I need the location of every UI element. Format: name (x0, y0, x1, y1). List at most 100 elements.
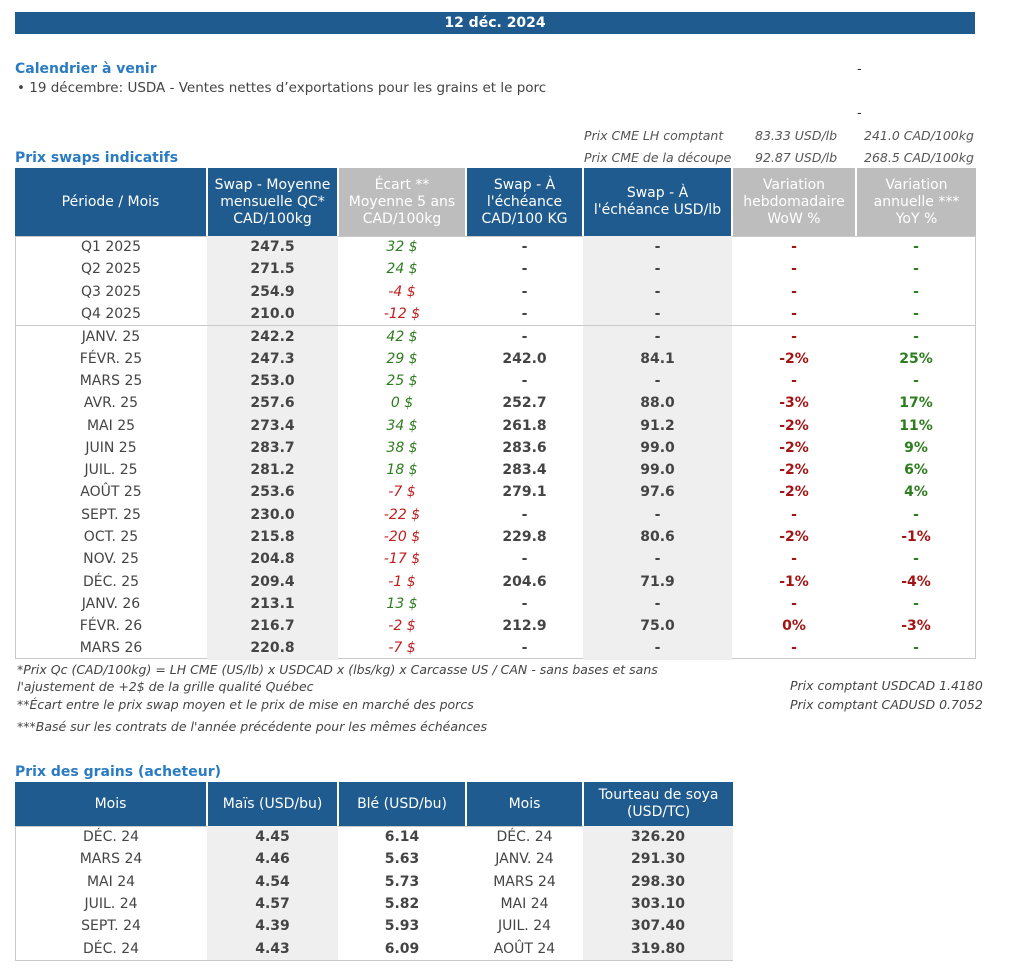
grains-table: Mois Maïs (USD/bu) Blé (USD/bu) Mois Tou… (15, 782, 733, 960)
swaps-row: Q2 2025 271.5 24 $ - - - - (15, 258, 976, 281)
swap-usd-cell: 99.0 (583, 458, 732, 482)
ecart-cell: 38 $ (386, 439, 418, 456)
mois-cell: DÉC. 24 (82, 829, 140, 846)
cme-cut-cad: 268.5 CAD/100kg (864, 150, 974, 165)
mois-2-cell: MARS 24 (493, 873, 556, 890)
swaps-row: Q4 2025 210.0 -12 $ - - - - (15, 302, 976, 326)
periode-cell: SEPT. 25 (81, 506, 141, 523)
mais-cell: 4.54 (207, 870, 338, 893)
swap-usd-cell: - (583, 548, 732, 571)
ecart-cell: 25 $ (386, 372, 418, 389)
mais-cell: 4.39 (207, 915, 338, 938)
swap-moyenne-cell: 230.0 (207, 503, 338, 526)
swap-cad-cell: 261.8 (502, 417, 547, 434)
swap-moyenne-cell: 271.5 (207, 258, 338, 281)
swap-cad-cell: 283.4 (502, 462, 547, 479)
col-header-yoy: Variation annuelle *** YoY % (856, 168, 976, 236)
yoy-cell: 25% (899, 350, 933, 367)
swap-moyenne-cell: 273.4 (207, 414, 338, 437)
yoy-cell: -3% (901, 618, 931, 635)
mois-2-cell: JANV. 24 (495, 851, 554, 868)
swap-cad-cell: - (521, 551, 528, 568)
swap-moyenne-cell: 283.7 (207, 436, 338, 459)
grains-row: SEPT. 24 4.39 5.93 JUIL. 24 307.40 (15, 915, 733, 938)
swaps-row: MARS 26 220.8 -7 $ - - - - (15, 637, 976, 660)
wow-cell: 0% (782, 618, 806, 635)
yoy-cell: -4% (901, 573, 931, 590)
swaps-row: MAI 25 273.4 34 $ 261.8 91.2 -2% 11% (15, 414, 976, 437)
swaps-row: JUIL. 25 281.2 18 $ 283.4 99.0 -2% 6% (15, 458, 976, 482)
yoy-cell: - (913, 261, 919, 278)
ecart-cell: -20 $ (383, 529, 421, 545)
yoy-cell: 6% (904, 462, 928, 479)
swap-usd-cell: - (583, 637, 732, 660)
periode-cell: FÉVR. 26 (79, 618, 143, 635)
fx-usdcad: Prix comptant USDCAD 1.4180 (790, 678, 983, 693)
yoy-cell: 9% (904, 439, 928, 456)
periode-cell: JUIN 25 (85, 439, 137, 456)
wow-cell: - (791, 305, 797, 322)
col-header-swap-usd: Swap - À l'échéance USD/lb (583, 168, 733, 236)
wow-cell: - (732, 324, 856, 348)
ecart-cell: 29 $ (386, 350, 418, 367)
grains-header-ble: Blé (USD/bu) (338, 782, 467, 826)
mais-cell: 4.43 (207, 937, 338, 960)
soya-cell: 298.30 (583, 870, 733, 893)
wow-cell: -2% (779, 529, 809, 545)
ecart-cell: 34 $ (386, 417, 418, 434)
mois-2-cell: MAI 24 (500, 896, 549, 913)
swap-usd-cell: - (583, 324, 732, 348)
yoy-cell: - (856, 324, 976, 348)
swap-usd-cell: 80.6 (583, 525, 732, 549)
periode-cell: DÉC. 25 (82, 573, 140, 590)
mois-2-cell: AOÛT 24 (493, 940, 556, 957)
ble-cell: 5.82 (384, 896, 420, 913)
cme-lh-label: Prix CME LH comptant (584, 128, 724, 143)
ecart-cell: 13 $ (386, 595, 418, 612)
wow-cell: - (791, 506, 797, 523)
yoy-cell: - (913, 506, 919, 523)
swaps-row: Q1 2025 247.5 32 $ - - - - (15, 236, 976, 259)
calendar-dash-1: - (857, 62, 862, 77)
swaps-row: OCT. 25 215.8 -20 $ 229.8 80.6 -2% -1% (15, 525, 976, 549)
swaps-row: JANV. 25 242.2 42 $ - - - - (15, 324, 976, 348)
wow-cell: -2% (779, 417, 809, 434)
grains-row: JUIL. 24 4.57 5.82 MAI 24 303.10 (15, 892, 733, 916)
periode-cell: Q4 2025 (80, 305, 141, 322)
grains-header-mois-2: Mois (466, 782, 584, 826)
periode-cell: JUIL. 25 (84, 462, 138, 479)
swap-usd-cell: 88.0 (583, 392, 732, 415)
mais-cell: 4.57 (207, 892, 338, 916)
swap-cad-cell: - (521, 305, 528, 322)
col-header-periode: Période / Mois (15, 168, 208, 236)
ecart-cell: -17 $ (383, 551, 421, 568)
periode-cell: OCT. 25 (83, 529, 139, 545)
swap-moyenne-cell: 253.6 (207, 481, 338, 504)
swap-cad-cell: - (521, 506, 528, 523)
swap-cad-cell: 279.1 (502, 484, 547, 501)
yoy-cell: - (913, 305, 919, 322)
swap-cad-cell: - (521, 595, 528, 612)
wow-cell: -2% (779, 484, 809, 501)
yoy-cell: - (913, 551, 919, 568)
ecart-cell: -4 $ (388, 283, 416, 300)
swap-moyenne-cell: 210.0 (207, 302, 338, 326)
swap-moyenne-cell: 215.8 (207, 525, 338, 549)
swap-usd-cell: - (583, 503, 732, 526)
swap-usd-cell: 91.2 (583, 414, 732, 437)
mois-cell: SEPT. 24 (81, 918, 141, 935)
wow-cell: - (791, 640, 797, 657)
wow-cell: - (791, 283, 797, 300)
periode-cell: Q1 2025 (80, 239, 141, 256)
ecart-cell: 32 $ (386, 239, 418, 256)
swaps-row: MARS 25 253.0 25 $ - - - - (15, 369, 976, 393)
yoy-cell: - (913, 283, 919, 300)
swap-cad-cell: - (521, 283, 528, 300)
footnote-2: **Écart entre le prix swap moyen et le p… (17, 697, 474, 712)
wow-cell: - (791, 239, 797, 256)
periode-cell: MAI 25 (86, 417, 136, 434)
col-header-swap-moyenne: Swap - Moyenne mensuelle QC* CAD/100kg (207, 168, 339, 236)
swaps-title: Prix swaps indicatifs (15, 150, 179, 166)
mais-cell: 4.45 (207, 826, 338, 849)
col-header-wow: Variation hebdomadaire WoW % (732, 168, 857, 236)
